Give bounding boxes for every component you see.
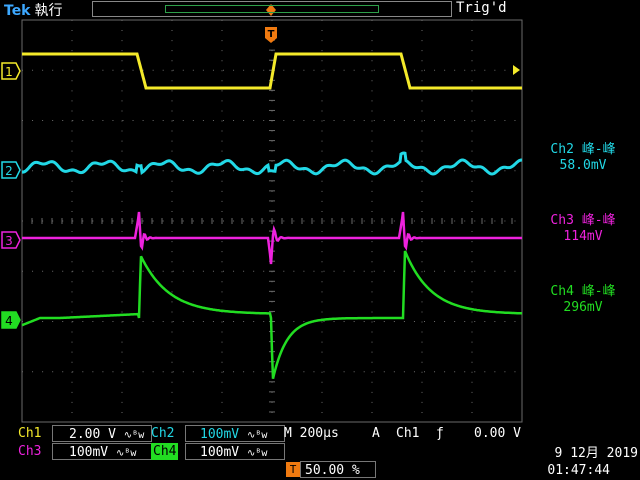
ch2-trace — [22, 151, 523, 176]
horizontal-position[interactable]: 50.00 % — [300, 461, 376, 478]
position-icon: T — [286, 462, 300, 477]
measurement-ch3-label: Ch3 峰-峰 — [550, 213, 616, 228]
date: 9 12月 2019 — [554, 446, 638, 461]
ch3-scale-box[interactable]: 100mV ∿ᴮw — [52, 443, 152, 460]
ch1-marker-label: 1 — [5, 65, 13, 79]
ch1-coupling: ∿ᴮw — [123, 430, 145, 441]
ch4-trace — [21, 250, 522, 379]
ch1-scale: 2.00 V — [69, 427, 116, 442]
ch4-scale-box[interactable]: 100mV ∿ᴮw — [185, 443, 285, 460]
ch3-marker-label: 3 — [5, 234, 13, 248]
measurement-ch4-value: 296mV — [563, 300, 603, 315]
run-state: 執行 — [34, 3, 63, 19]
brand-header: Tek 執行 — [4, 0, 63, 20]
brand-logo: Tek — [4, 3, 31, 19]
ch1-name[interactable]: Ch1 — [18, 426, 42, 441]
measurement-ch4-label: Ch4 峰-峰 — [550, 284, 616, 299]
measurement-ch2-label: Ch2 峰-峰 — [550, 142, 616, 157]
ch1-trace — [22, 52, 522, 90]
ch2-scale: 100mV — [200, 427, 240, 442]
ch2-coupling: ∿ᴮw — [246, 430, 268, 441]
ch4-scale: 100mV — [200, 445, 240, 460]
ch3-scale: 100mV — [69, 445, 109, 460]
record-view-bar[interactable] — [92, 1, 452, 17]
ch3-coupling: ∿ᴮw — [115, 448, 137, 459]
trigger-slope-icon[interactable]: ƒ — [436, 426, 444, 441]
trigger-level-arrow-icon[interactable] — [513, 65, 520, 75]
ch4-coupling: ∿ᴮw — [246, 448, 268, 459]
ch1-marker[interactable]: 1 — [1, 62, 21, 80]
measurement-ch3-value: 114mV — [563, 229, 603, 244]
measurement-ch2: Ch2 峰-峰 58.0mV — [528, 142, 638, 174]
ch1-scale-box[interactable]: 2.00 V ∿ᴮw — [52, 425, 152, 442]
timebase[interactable]: M 200µs — [284, 425, 339, 442]
ch3-name[interactable]: Ch3 — [18, 444, 42, 459]
ch2-name[interactable]: Ch2 — [151, 426, 175, 441]
measurement-ch4: Ch4 峰-峰 296mV — [528, 284, 638, 316]
measurement-ch2-value: 58.0mV — [559, 158, 607, 173]
time: 01:47:44 — [547, 463, 610, 478]
timebase-prefix: M — [284, 426, 292, 441]
trigger-source[interactable]: Ch1 — [396, 426, 420, 441]
measurement-ch3: Ch3 峰-峰 114mV — [528, 213, 638, 245]
ch4-marker-label: 4 — [5, 314, 13, 328]
trigger-marker-label: T — [268, 29, 275, 40]
ch3-trace — [22, 211, 522, 265]
ch2-marker[interactable]: 2 — [1, 161, 21, 179]
ch2-marker-label: 2 — [5, 164, 13, 178]
graticule — [21, 19, 523, 423]
trigger-mode: A — [372, 426, 380, 441]
ch2-scale-box[interactable]: 100mV ∿ᴮw — [185, 425, 285, 442]
trigger-status: Trig'd — [456, 0, 507, 16]
ch4-marker[interactable]: 4 — [1, 311, 21, 329]
ch3-marker[interactable]: 3 — [1, 231, 21, 249]
trigger-position-marker[interactable] — [265, 27, 277, 43]
timebase-value: 200µs — [299, 426, 339, 441]
ch4-name[interactable]: Ch4 — [151, 443, 179, 460]
trigger-level[interactable]: 0.00 V — [474, 426, 521, 441]
trigger-center-icon — [266, 4, 276, 16]
record-view-window — [165, 5, 379, 13]
